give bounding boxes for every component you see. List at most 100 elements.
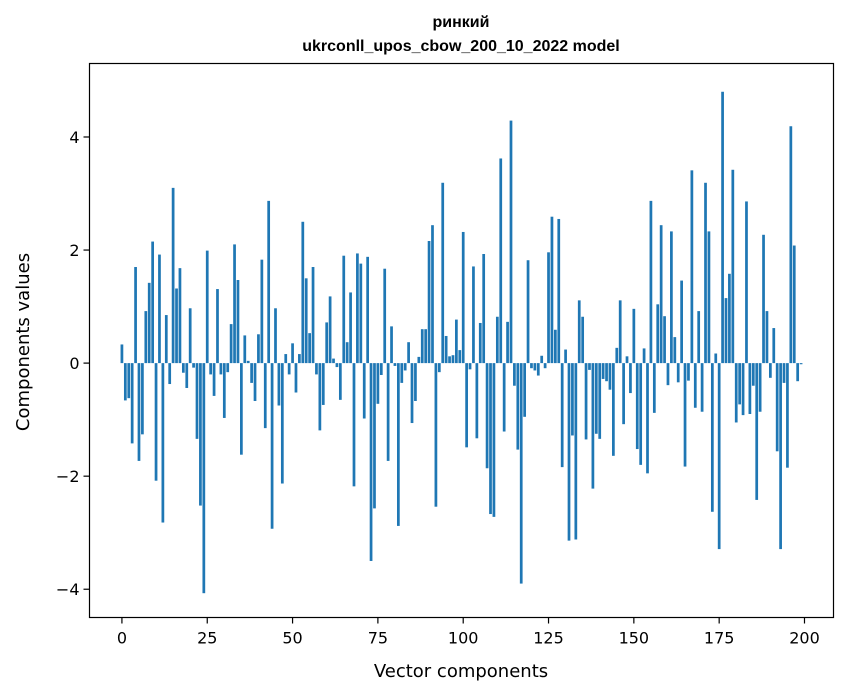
bar-136 bbox=[584, 363, 588, 440]
bar-165 bbox=[683, 363, 687, 467]
bar-134 bbox=[577, 300, 581, 364]
x-tick-label-75: 75 bbox=[368, 629, 388, 648]
bar-58 bbox=[318, 363, 322, 431]
bar-100 bbox=[461, 231, 465, 364]
bar-57 bbox=[315, 363, 318, 375]
y-tick-label--2: −2 bbox=[56, 467, 80, 486]
bars-group bbox=[120, 91, 803, 594]
bar-6 bbox=[141, 363, 144, 435]
bar-69 bbox=[356, 253, 359, 364]
bar-62 bbox=[332, 358, 335, 364]
bar-0 bbox=[120, 344, 124, 364]
bar-120 bbox=[530, 363, 533, 369]
bar-179 bbox=[731, 169, 735, 364]
y-tick-label-2: 2 bbox=[69, 241, 79, 260]
bar-178 bbox=[728, 273, 731, 364]
bar-74 bbox=[373, 363, 376, 509]
bar-73 bbox=[369, 363, 373, 561]
x-tick-label-100: 100 bbox=[448, 629, 479, 648]
bar-122 bbox=[536, 363, 540, 376]
bar-25 bbox=[205, 250, 209, 364]
bar-97 bbox=[451, 355, 455, 364]
x-tick-label-200: 200 bbox=[789, 629, 820, 648]
bar-176 bbox=[721, 91, 724, 364]
bar-108 bbox=[489, 363, 492, 515]
x-tick-label-0: 0 bbox=[117, 629, 127, 648]
bar-37 bbox=[246, 360, 250, 364]
bar-75 bbox=[376, 363, 380, 404]
bar-142 bbox=[605, 363, 608, 382]
bar-163 bbox=[676, 363, 680, 383]
bar-117 bbox=[519, 363, 523, 584]
bar-161 bbox=[670, 231, 673, 364]
bar-189 bbox=[765, 311, 769, 364]
bar-32 bbox=[229, 324, 233, 364]
bar-195 bbox=[786, 363, 789, 468]
bar-34 bbox=[236, 280, 240, 364]
bar-187 bbox=[758, 363, 762, 412]
bar-152 bbox=[639, 363, 643, 465]
bar-87 bbox=[417, 356, 421, 364]
bar-9 bbox=[151, 241, 155, 364]
bar-5 bbox=[137, 363, 141, 461]
bar-121 bbox=[533, 363, 537, 371]
bar-1 bbox=[123, 363, 127, 401]
bar-14 bbox=[168, 363, 172, 385]
bar-67 bbox=[349, 292, 352, 364]
bar-33 bbox=[233, 244, 236, 364]
bar-70 bbox=[359, 263, 363, 364]
bar-46 bbox=[277, 363, 281, 406]
bar-4 bbox=[134, 267, 137, 364]
bar-95 bbox=[444, 335, 448, 364]
bar-140 bbox=[598, 363, 602, 439]
bar-143 bbox=[608, 363, 612, 390]
y-axis-label: Components values bbox=[13, 253, 34, 431]
bar-112 bbox=[502, 363, 506, 432]
bar-77 bbox=[383, 268, 387, 364]
bar-149 bbox=[629, 363, 632, 394]
bar-31 bbox=[226, 363, 230, 373]
bar-38 bbox=[250, 363, 253, 383]
bar-18 bbox=[181, 363, 185, 373]
bar-168 bbox=[693, 363, 697, 408]
bar-146 bbox=[618, 300, 622, 364]
bar-49 bbox=[287, 363, 291, 375]
bar-71 bbox=[362, 363, 366, 419]
x-axis-ticks: 0 25 50 75 100 125 150 175 200 bbox=[117, 617, 820, 648]
bar-11 bbox=[158, 254, 161, 364]
bar-115 bbox=[513, 363, 516, 386]
bar-151 bbox=[635, 363, 639, 450]
bar-82 bbox=[400, 363, 404, 383]
bar-183 bbox=[745, 201, 748, 364]
bar-153 bbox=[642, 348, 646, 364]
bar-145 bbox=[615, 347, 619, 364]
bar-125 bbox=[547, 252, 550, 364]
bar-196 bbox=[789, 126, 793, 364]
bar-83 bbox=[403, 363, 407, 371]
bar-91 bbox=[431, 225, 434, 364]
bar-10 bbox=[154, 363, 158, 481]
bar-133 bbox=[574, 363, 578, 540]
bar-156 bbox=[652, 363, 656, 413]
bar-135 bbox=[581, 316, 585, 364]
bar-72 bbox=[366, 256, 370, 364]
bar-42 bbox=[263, 363, 267, 429]
bar-26 bbox=[209, 363, 213, 375]
bar-194 bbox=[782, 363, 786, 383]
bar-80 bbox=[393, 363, 397, 366]
bar-84 bbox=[407, 342, 410, 364]
bar-40 bbox=[257, 334, 260, 364]
bar-88 bbox=[420, 329, 424, 364]
bar-15 bbox=[171, 187, 175, 364]
bar-147 bbox=[622, 363, 625, 425]
bar-27 bbox=[212, 363, 216, 396]
bar-59 bbox=[321, 363, 325, 405]
bar-190 bbox=[768, 363, 772, 378]
bar-63 bbox=[335, 363, 339, 368]
bar-107 bbox=[485, 363, 489, 469]
chart-subtitle: ukrconll_upos_cbow_200_10_2022 model bbox=[302, 38, 619, 55]
bar-148 bbox=[625, 356, 629, 364]
bar-171 bbox=[704, 182, 707, 364]
bar-137 bbox=[588, 363, 591, 370]
bar-138 bbox=[591, 363, 595, 489]
